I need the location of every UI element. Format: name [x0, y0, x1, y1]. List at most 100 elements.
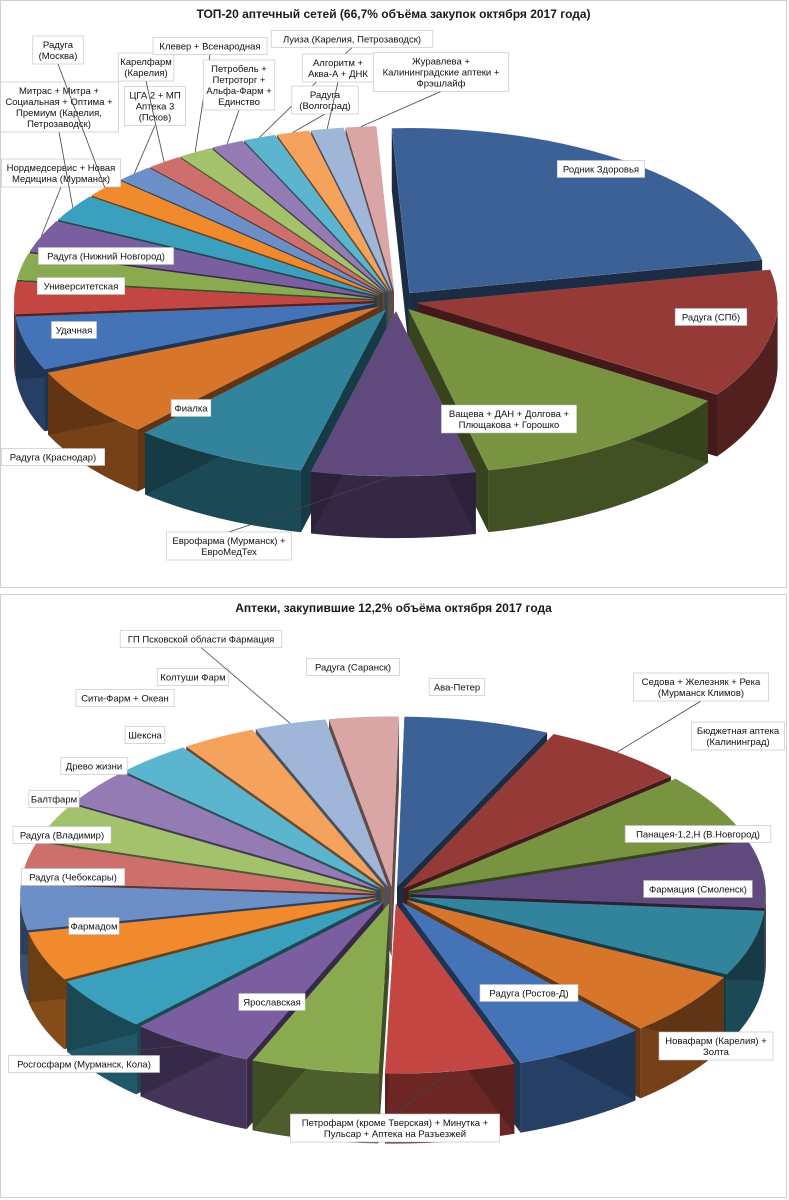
pie-slice: [310, 310, 477, 477]
label-box: [117, 52, 175, 82]
label-box: [428, 678, 486, 696]
slice-label-line: Панацея-1,2,Н (В.Новгород): [636, 830, 760, 841]
label-box: [51, 321, 97, 339]
slice-label-line: Древо жизни: [66, 762, 122, 773]
slice-label-line: Аптека 3: [136, 102, 175, 113]
label-box: [373, 52, 509, 92]
slice-label-line: Аква-А + ДНК: [308, 69, 368, 80]
slice-label: Петробель + Петроторг + Альфа-Фарм + Единст…: [206, 64, 272, 108]
label-box: [124, 726, 166, 744]
slice-label-line: Клевер + Всенародная: [159, 42, 260, 53]
label-box: [119, 630, 283, 648]
slice-label-line: ГП Псковской области Фармация: [128, 635, 275, 646]
label-box: [152, 37, 268, 55]
pie-slice-side: [311, 471, 476, 539]
pie-slice: [401, 902, 637, 1063]
slice-label-line: Радуга (Нижний Новгород): [47, 252, 165, 263]
pie-chart-bottom: Ава-Петер Седова + Железняк + Река (Мурман…: [8, 630, 785, 1144]
slice-label-line: Золта: [703, 1047, 730, 1058]
label-box: [156, 668, 230, 686]
slice-label-line: Петрофарм (кроме Тверская) + Минутка +: [302, 1118, 489, 1129]
pie-slice-side: [14, 300, 16, 377]
pie-slice: [144, 309, 387, 471]
leader-line: [228, 475, 394, 533]
slice-label: Нордмедсервис + Новая Медицина (Мурманск): [7, 163, 116, 185]
pie-chart-top: Родник Здоровья Радуга (СПб) Ващева + ДАН …: [1, 30, 778, 561]
slice-label-line: Росгосфарм (Мурманск, Кола): [17, 1060, 151, 1071]
label-box: [28, 790, 80, 808]
pie-slice: [149, 156, 383, 294]
leader-line: [83, 1044, 191, 1056]
slice-label-line: Радуга (Краснодар): [10, 453, 96, 464]
pie-slice: [139, 902, 384, 1060]
slice-label-line: Петроторг +: [213, 75, 266, 86]
label-box: [166, 531, 292, 561]
slice-label-line: Родник Здоровья: [563, 165, 639, 176]
slice-label-line: (Мурманск Климов): [658, 688, 744, 699]
slice-label-line: Пульсар + Аптека на Разъезжей: [324, 1129, 466, 1140]
leader-line: [616, 700, 702, 753]
slice-label-line: Фиалка: [174, 404, 208, 415]
pie-slice: [185, 729, 385, 888]
pie-slice: [396, 716, 548, 888]
pie-slice-edge: [391, 128, 410, 356]
label-box: [633, 672, 769, 702]
pie-slice: [410, 897, 765, 975]
pie-slice: [407, 900, 725, 1029]
slice-label: Митрас + Митра + Социальная + Оптима + Пре…: [5, 86, 113, 130]
pie-slice: [345, 125, 395, 292]
slice-label: Радуга (Москва): [39, 40, 78, 62]
slice-label: Бюджетная аптека (Калининград): [697, 726, 780, 748]
label-box: [624, 825, 772, 843]
slice-label-line: (Калининград): [706, 737, 769, 748]
slice-label-line: Балтфарм: [31, 795, 77, 806]
slice-label: Шексна: [128, 731, 162, 742]
pie-slice: [328, 716, 400, 887]
pie-slice: [15, 303, 375, 370]
slice-label-line: Удачная: [56, 326, 93, 337]
label-box: [36, 277, 126, 295]
leader-line: [226, 109, 240, 145]
label-box: [1, 158, 121, 188]
leader-line: [41, 186, 62, 237]
label-box: [441, 404, 577, 434]
pie-slice: [417, 269, 778, 395]
slice-label: Новафарм (Карелия) + Золта: [665, 1036, 767, 1058]
slice-label-line: Единство: [218, 97, 260, 108]
pie-slice: [252, 902, 390, 1074]
slice-label-line: Колтуши Фарм: [160, 673, 225, 684]
chart-title: Аптеки, закупившие 12,2% объёма октября …: [235, 601, 552, 615]
slice-label-line: (Карелия): [124, 68, 167, 79]
pie-slice: [403, 733, 672, 889]
slice-label-line: Университетская: [44, 282, 119, 293]
slice-label-line: Радуга: [310, 90, 341, 101]
slice-label-line: Фармация (Смоленск): [649, 885, 747, 896]
slice-label: Журавлева + Калининградские аптеки + Фрэшл…: [383, 57, 500, 90]
slice-label: Радуга (Саранск): [315, 663, 391, 674]
slice-label-line: Радуга: [43, 40, 74, 51]
slice-label-line: Радуга (Ростов-Д): [489, 989, 568, 1000]
label-box: [32, 35, 84, 65]
pie-tops: [13, 125, 778, 477]
slice-label-line: Нордмедсервис + Новая: [7, 163, 116, 174]
slice-label: Ярославская: [243, 998, 301, 1009]
slice-label-line: Ващева + ДАН + Долгова +: [449, 409, 570, 420]
label-box: [60, 757, 128, 775]
label-box: [291, 85, 359, 115]
slice-label: Удачная: [56, 326, 93, 337]
slice-label: Балтфарм: [31, 795, 77, 806]
slice-label-line: Журавлева +: [412, 57, 470, 68]
slice-label: Седова + Железняк + Река (Мурманск Климов…: [642, 677, 761, 699]
label-box: [1, 448, 106, 466]
label-box: [691, 721, 785, 751]
slice-label-line: Плющакова + Горошко: [459, 420, 560, 431]
slice-label-line: (Москва): [39, 51, 78, 62]
label-box: [270, 30, 434, 48]
slice-label-line: Алгоритм +: [313, 58, 364, 69]
label-box: [75, 689, 175, 707]
label-box: [658, 1031, 774, 1061]
label-box: [124, 86, 186, 126]
slice-label: Фиалка: [174, 404, 208, 415]
label-box: [12, 826, 112, 844]
slice-label: ЦГА 2 + МП Аптека 3 (Псков): [129, 91, 181, 124]
